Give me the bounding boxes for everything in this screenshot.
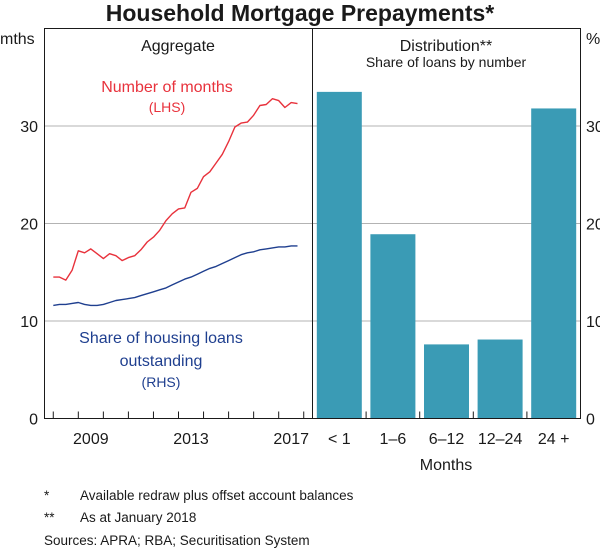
- axis-ticks: 0 10 20 30 0 10 20 30 2009 2013 2017 < 1 1–6 6–12 12–2…: [20, 119, 600, 448]
- bar: [477, 339, 523, 419]
- note-2-marker: **: [44, 510, 55, 525]
- bar-category-label: 12–24: [478, 431, 523, 448]
- left-axis-unit: mths: [0, 31, 35, 48]
- blue-series-label-line1: Share of housing loans: [79, 330, 243, 347]
- bar: [424, 344, 469, 419]
- chart-title: Household Mortgage Prepayments*: [106, 0, 495, 26]
- bar-category-label: < 1: [328, 431, 351, 448]
- right-y-tick-label: 10: [586, 314, 600, 331]
- bar-x-axis-title: Months: [420, 457, 472, 474]
- bar: [370, 234, 416, 419]
- bar-category-label: 6–12: [429, 431, 465, 448]
- note-1-marker: *: [44, 488, 50, 503]
- left-y-tick-label: 30: [20, 119, 38, 136]
- sources-line: Sources: APRA; RBA; Securitisation Syste…: [44, 533, 310, 548]
- left-y-tick-label: 0: [29, 412, 38, 429]
- note-2-text: As at January 2018: [80, 510, 196, 525]
- number-of-months-line: [53, 98, 298, 281]
- note-1-text: Available redraw plus offset account bal…: [80, 488, 354, 503]
- share-of-loans-line: [53, 245, 298, 307]
- x-tick-label: 2009: [73, 431, 109, 448]
- blue-series-axis-note: (RHS): [142, 374, 181, 390]
- blue-series-label-line2: outstanding: [120, 353, 203, 370]
- bar-category-label: 24 +: [538, 431, 570, 448]
- line-series: [53, 98, 298, 307]
- bar: [531, 108, 577, 419]
- bar: [316, 91, 362, 419]
- left-panel-title: Aggregate: [141, 38, 215, 55]
- x-tick-label: 2017: [273, 431, 309, 448]
- right-y-tick-label: 0: [586, 412, 595, 429]
- bar-category-label: 1–6: [380, 431, 407, 448]
- red-series-label: Number of months: [101, 79, 233, 96]
- right-y-tick-label: 20: [586, 217, 600, 234]
- bar-series: [316, 91, 577, 419]
- right-panel-subtitle: Share of loans by number: [366, 54, 527, 70]
- left-y-tick-label: 20: [20, 217, 38, 234]
- x-tick-label: 2013: [173, 431, 209, 448]
- right-axis-unit: %: [586, 31, 600, 48]
- red-series-axis-note: (LHS): [149, 99, 186, 115]
- right-y-tick-label: 30: [586, 119, 600, 136]
- right-panel-title: Distribution**: [400, 38, 492, 55]
- left-y-tick-label: 10: [20, 314, 38, 331]
